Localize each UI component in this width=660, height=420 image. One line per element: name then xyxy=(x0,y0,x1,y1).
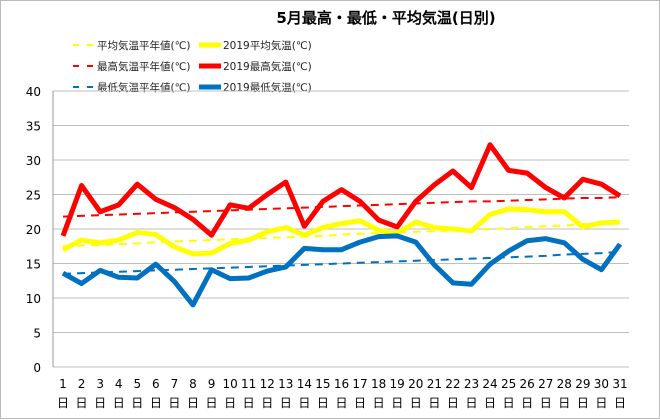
x-tick-suffix: 日 xyxy=(94,396,106,410)
legend-label: 平均気温平年値(℃) xyxy=(97,39,191,52)
y-tick-label: 30 xyxy=(26,154,41,168)
x-tick-label: 6 xyxy=(152,377,160,391)
legend-label: 最高気温平年値(℃) xyxy=(97,60,191,73)
x-tick-suffix: 日 xyxy=(317,396,329,410)
x-tick-label: 16 xyxy=(334,377,349,391)
x-tick-label: 18 xyxy=(371,377,386,391)
x-tick-suffix: 日 xyxy=(261,396,273,410)
x-tick-label: 30 xyxy=(594,377,609,391)
y-tick-label: 20 xyxy=(26,223,41,237)
y-tick-label: 25 xyxy=(26,189,41,203)
x-tick-label: 28 xyxy=(557,377,572,391)
y-tick-label: 5 xyxy=(33,327,41,341)
x-tick-suffix: 日 xyxy=(113,396,125,410)
x-tick-suffix: 日 xyxy=(373,396,385,410)
series-line-2 xyxy=(62,196,621,218)
x-tick-label: 8 xyxy=(189,377,197,391)
x-tick-suffix: 日 xyxy=(354,396,366,410)
series-line-3 xyxy=(60,142,622,238)
x-tick-label: 7 xyxy=(171,377,179,391)
x-tick-label: 4 xyxy=(115,377,123,391)
x-tick-suffix: 日 xyxy=(391,396,403,410)
x-tick-label: 10 xyxy=(222,377,237,391)
x-tick-label: 1 xyxy=(59,377,67,391)
x-tick-suffix: 日 xyxy=(187,396,199,410)
x-tick-suffix: 日 xyxy=(57,396,69,410)
x-tick-suffix: 日 xyxy=(577,396,589,410)
x-tick-suffix: 日 xyxy=(428,396,440,410)
x-tick-suffix: 日 xyxy=(335,396,347,410)
x-tick-suffix: 日 xyxy=(595,396,607,410)
x-tick-label: 24 xyxy=(482,377,497,391)
legend-label: 最低気温平年値(℃) xyxy=(97,81,191,94)
x-tick-suffix: 日 xyxy=(243,396,255,410)
y-tick-label: 0 xyxy=(33,361,41,375)
x-tick-suffix: 日 xyxy=(131,396,143,410)
x-tick-label: 15 xyxy=(315,377,330,391)
legend-label: 2019最高気温(℃) xyxy=(223,60,312,73)
x-tick-label: 22 xyxy=(445,377,460,391)
x-tick-label: 27 xyxy=(538,377,553,391)
x-tick-suffix: 日 xyxy=(521,396,533,410)
x-tick-label: 25 xyxy=(501,377,516,391)
x-tick-suffix: 日 xyxy=(558,396,570,410)
y-tick-label: 15 xyxy=(26,258,41,272)
x-tick-suffix: 日 xyxy=(447,396,459,410)
x-tick-suffix: 日 xyxy=(206,396,218,410)
x-tick-suffix: 日 xyxy=(484,396,496,410)
series-line-4 xyxy=(62,250,621,275)
x-tick-label: 3 xyxy=(96,377,104,391)
x-tick-label: 19 xyxy=(390,377,405,391)
x-tick-label: 11 xyxy=(241,377,256,391)
x-tick-label: 20 xyxy=(408,377,423,391)
legend: 平均気温平年値(℃) 2019平均気温(℃) 最高気温平年値(℃) 2019最高気温(… xyxy=(73,39,312,94)
legend-label: 2019最低気温(℃) xyxy=(223,81,312,94)
x-tick-suffix: 日 xyxy=(150,396,162,410)
x-tick-label: 12 xyxy=(260,377,275,391)
x-tick-label: 31 xyxy=(612,377,627,391)
x-tick-label: 2 xyxy=(78,377,86,391)
gridlines xyxy=(53,90,629,368)
x-tick-label: 29 xyxy=(575,377,590,391)
x-tick-suffix: 日 xyxy=(410,396,422,410)
x-tick-suffix: 日 xyxy=(168,396,180,410)
chart-title: 5月最高・最低・平均気温(日別) xyxy=(276,9,495,27)
y-tick-label: 40 xyxy=(26,85,41,99)
x-tick-suffix: 日 xyxy=(224,396,236,410)
x-tick-label: 9 xyxy=(208,377,216,391)
x-tick-label: 17 xyxy=(352,377,367,391)
x-tick-label: 21 xyxy=(427,377,442,391)
y-tick-label: 10 xyxy=(26,292,41,306)
y-tick-label: 35 xyxy=(26,120,41,134)
x-tick-label: 14 xyxy=(297,377,312,391)
x-tick-suffix: 日 xyxy=(280,396,292,410)
series-line-5 xyxy=(61,233,623,308)
axes: 05101520253035401日2日3日4日5日6日7日8日9日10日11日… xyxy=(26,85,628,410)
x-tick-suffix: 日 xyxy=(503,396,515,410)
x-tick-suffix: 日 xyxy=(540,396,552,410)
x-tick-label: 26 xyxy=(520,377,535,391)
x-tick-label: 5 xyxy=(133,377,141,391)
legend-label: 2019平均気温(℃) xyxy=(223,39,312,52)
x-tick-suffix: 日 xyxy=(465,396,477,410)
x-tick-label: 23 xyxy=(464,377,479,391)
series-line-1 xyxy=(61,206,621,257)
x-tick-suffix: 日 xyxy=(614,396,626,410)
x-tick-suffix: 日 xyxy=(298,396,310,410)
series-line-0 xyxy=(62,221,621,248)
series-lines xyxy=(60,142,623,308)
x-tick-label: 13 xyxy=(278,377,293,391)
x-tick-suffix: 日 xyxy=(76,396,88,410)
